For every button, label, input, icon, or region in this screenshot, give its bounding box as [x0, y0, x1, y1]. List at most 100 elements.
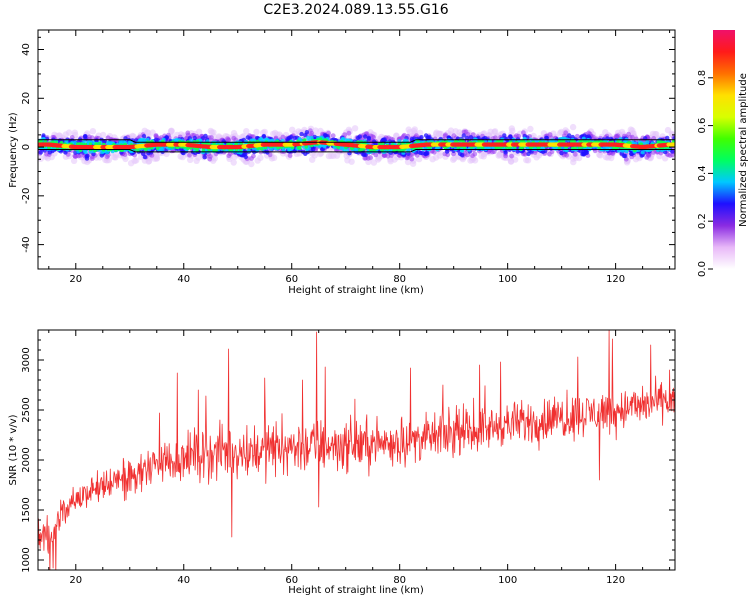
- spectrum-cell: [551, 138, 555, 143]
- spectrum-cell: [84, 156, 90, 161]
- colorbar-ticks: 0.00.20.40.60.8: [697, 70, 713, 277]
- snr-x-label: Height of straight line (km): [288, 585, 424, 596]
- spectrum-cell: [208, 129, 215, 136]
- spectrum-cell: [377, 142, 382, 146]
- spectrum-cell: [433, 129, 440, 136]
- spectrum-cell: [351, 125, 359, 132]
- spectrum-cell: [597, 152, 604, 159]
- spectrum-cell: [342, 132, 348, 138]
- colorbar-tick-label: 0.4: [697, 165, 708, 181]
- colorbar-gradient: [713, 30, 735, 269]
- spectrum-cell: [155, 146, 160, 150]
- spectrum-cell: [457, 151, 463, 156]
- spectrum-cell: [431, 149, 437, 155]
- spectrum-cell: [464, 135, 470, 141]
- spectrum-cell: [298, 146, 302, 150]
- spectrum-cell: [254, 135, 260, 141]
- spectrum-cell: [670, 149, 675, 154]
- spectrum-cell: [136, 148, 140, 153]
- spectrogram-y-tick-label: 0: [21, 144, 32, 150]
- snr-x-tick-label: 20: [69, 575, 82, 586]
- spectrum-cell: [44, 151, 49, 157]
- ridge-cell: [671, 142, 675, 147]
- spectrum-cell: [211, 155, 218, 162]
- spectrum-cell: [640, 150, 645, 155]
- spectrum-cell: [425, 135, 430, 140]
- spectrum-cell: [404, 158, 412, 166]
- spectrum-cell: [299, 131, 304, 137]
- snr-y-tick-label: 2000: [21, 447, 32, 472]
- figure-title: C2E3.2024.089.13.55.G16: [263, 2, 448, 18]
- spectrum-cell: [580, 152, 585, 157]
- spectrogram-frame: [37, 29, 676, 270]
- colorbar-label: Normalized spectral amplitude: [738, 73, 749, 227]
- spectrum-cell: [303, 151, 308, 156]
- spectrum-cell: [83, 134, 88, 139]
- spectrum-cell: [627, 126, 634, 133]
- spectrum-cell: [202, 155, 207, 160]
- spectrum-cell: [248, 160, 255, 168]
- spectrum-cell: [411, 126, 418, 133]
- spectrogram-y-tick-label: 40: [21, 43, 32, 56]
- spectrum-cell: [304, 145, 309, 149]
- spectrum-cell: [213, 148, 217, 152]
- spectrum-cell: [590, 134, 596, 140]
- spectrum-cell: [627, 135, 633, 140]
- colorbar: 0.00.20.40.60.8 Normalized spectral ampl…: [697, 30, 749, 277]
- spectrum-cell: [447, 127, 455, 134]
- spectrum-cell: [386, 135, 391, 141]
- spectrogram-x-tick-label: 60: [285, 274, 298, 285]
- spectrum-cell: [508, 125, 515, 132]
- spectrum-cell: [468, 135, 474, 140]
- snr-y-tick-label: 1500: [21, 497, 32, 522]
- spectrum-cell: [495, 152, 502, 159]
- spectrum-cell: [41, 133, 46, 138]
- spectrum-cell: [480, 145, 485, 150]
- spectrum-cell: [355, 135, 361, 141]
- spectrum-cell: [243, 128, 250, 135]
- spectrogram-x-tick-label: 100: [498, 274, 517, 285]
- spectrum-cell: [303, 133, 308, 138]
- spectrum-cell: [362, 152, 367, 157]
- spectrum-cell: [478, 152, 485, 159]
- spectrum-cell: [521, 130, 526, 136]
- spectrum-cell: [409, 160, 417, 167]
- spectrum-cell: [557, 139, 562, 144]
- spectrum-cell: [153, 137, 159, 142]
- spectrum-cell: [572, 151, 578, 157]
- spectrum-cell: [496, 139, 500, 144]
- spectrum-cell: [366, 136, 372, 141]
- colorbar-tick-label: 0.6: [697, 118, 708, 134]
- spectrum-cell: [401, 141, 405, 146]
- spectrogram-plot-area: [38, 123, 675, 168]
- spectrum-cell: [451, 151, 456, 157]
- spectrum-cell: [639, 153, 644, 158]
- spectrum-cell: [259, 137, 264, 142]
- spectrum-cell: [215, 133, 223, 140]
- spectrum-cell: [207, 156, 213, 162]
- snr-x-tick-label: 120: [606, 575, 625, 586]
- spectrum-cell: [79, 142, 84, 146]
- spectrum-cell: [253, 128, 260, 136]
- snr-y-tick-label: 1000: [21, 547, 32, 572]
- spectrum-cell: [490, 149, 495, 155]
- spectrum-cell: [153, 153, 160, 160]
- spectrum-cell: [569, 123, 577, 131]
- spectrum-cell: [659, 140, 664, 144]
- spectrum-cell: [287, 153, 293, 159]
- spectrum-cell: [259, 147, 264, 151]
- snr-x-tick-label: 80: [393, 575, 406, 586]
- snr-x-tick-label: 60: [285, 575, 298, 586]
- spectrum-cell: [493, 135, 498, 141]
- spectrum-cell: [193, 157, 200, 164]
- spectrum-cell: [118, 140, 123, 144]
- spectrum-cell: [472, 151, 478, 157]
- spectrum-cell: [302, 138, 306, 143]
- spectrum-cell: [465, 152, 471, 158]
- spectrum-cell: [451, 133, 457, 139]
- spectrogram-y-tick-label: -20: [21, 188, 32, 204]
- spectrum-cell: [91, 151, 96, 157]
- spectrum-cell: [245, 135, 250, 140]
- spectrum-cell: [141, 151, 146, 156]
